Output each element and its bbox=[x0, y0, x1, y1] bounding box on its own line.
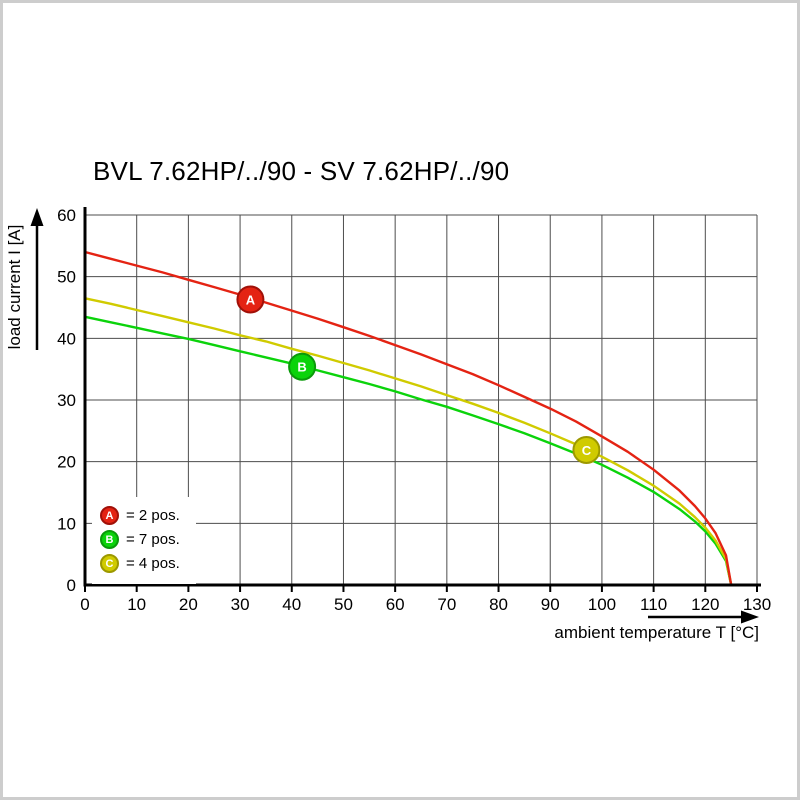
legend-item-B: B = 7 pos. bbox=[100, 530, 180, 549]
y-tick-label: 0 bbox=[67, 576, 76, 595]
curve-C bbox=[83, 297, 733, 587]
legend-label-C: = 4 pos. bbox=[126, 555, 180, 572]
x-tick-label: 30 bbox=[231, 595, 250, 614]
x-tick-label: 100 bbox=[588, 595, 616, 614]
marker-letter-B: B bbox=[297, 360, 306, 375]
chart-title: BVL 7.62HP/../90 - SV 7.62HP/../90 bbox=[93, 156, 510, 186]
legend-marker-B: B bbox=[100, 530, 119, 549]
marker-letter-A: A bbox=[246, 292, 256, 307]
legend-label-A: = 2 pos. bbox=[126, 507, 180, 524]
y-tick-label: 60 bbox=[57, 206, 76, 225]
legend-item-A: A = 2 pos. bbox=[100, 506, 180, 525]
curve-A bbox=[83, 250, 733, 587]
x-tick-label: 50 bbox=[334, 595, 353, 614]
x-tick-label: 10 bbox=[127, 595, 146, 614]
y-tick-label: 40 bbox=[57, 329, 76, 348]
marker-B bbox=[288, 352, 317, 381]
y-tick-label: 10 bbox=[57, 514, 76, 533]
y-axis-label: load current I [A] bbox=[5, 224, 24, 350]
y-tick-label: 30 bbox=[57, 391, 76, 410]
marker-C bbox=[572, 435, 601, 464]
x-tick-label: 20 bbox=[179, 595, 198, 614]
legend-marker-C: C bbox=[100, 554, 119, 573]
legend: A = 2 pos. B = 7 pos. C = 4 pos. bbox=[92, 497, 196, 584]
x-axis-arrowhead-icon bbox=[741, 610, 759, 624]
y-tick-label: 50 bbox=[57, 268, 76, 287]
x-tick-label: 70 bbox=[437, 595, 456, 614]
y-tick-label: 20 bbox=[57, 453, 76, 472]
x-tick-label: 40 bbox=[282, 595, 301, 614]
x-tick-label: 90 bbox=[541, 595, 560, 614]
legend-marker-A: A bbox=[100, 506, 119, 525]
legend-label-B: = 7 pos. bbox=[126, 531, 180, 548]
marker-letter-C: C bbox=[582, 443, 592, 458]
x-tick-label: 110 bbox=[640, 595, 667, 614]
x-tick-label: 80 bbox=[489, 595, 508, 614]
y-axis-arrowhead-icon bbox=[30, 208, 44, 226]
x-axis-label: ambient temperature T [°C] bbox=[554, 623, 759, 642]
x-tick-label: 130 bbox=[743, 595, 771, 614]
x-tick-label: 60 bbox=[386, 595, 405, 614]
curve-B bbox=[83, 315, 733, 587]
x-tick-label: 120 bbox=[691, 595, 719, 614]
legend-item-C: C = 4 pos. bbox=[100, 554, 180, 573]
x-tick-label: 0 bbox=[80, 595, 89, 614]
marker-A bbox=[236, 285, 265, 314]
